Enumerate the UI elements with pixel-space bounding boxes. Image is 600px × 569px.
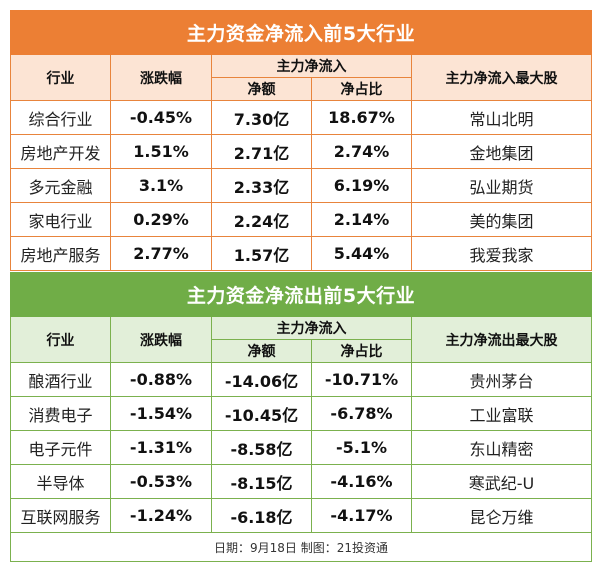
net-amount-cell: 2.33亿: [211, 168, 312, 203]
change-cell: -1.54%: [110, 396, 212, 431]
top-stock-cell: 金地集团: [410, 134, 593, 169]
table-row: 互联网服务 -1.24% -6.18亿 -4.17% 昆仑万维: [10, 498, 593, 533]
table-row: 多元金融 3.1% 2.33亿 6.19% 弘业期货: [10, 168, 593, 203]
table-row: 电子元件 -1.31% -8.58亿 -5.1% 东山精密: [10, 430, 593, 465]
header-net-ratio: 净占比: [311, 77, 412, 101]
top-stock-cell: 美的集团: [410, 202, 593, 237]
industry-cell: 综合行业: [10, 100, 111, 135]
change-cell: -0.45%: [110, 100, 212, 135]
top-stock-cell: 我爱我家: [410, 236, 593, 271]
net-amount-cell: 2.71亿: [211, 134, 312, 169]
header-net-amount: 净额: [211, 339, 312, 363]
net-amount-cell: 1.57亿: [211, 236, 312, 271]
top-stock-cell: 工业富联: [410, 396, 593, 431]
inflow-table: 主力资金净流入前5大行业 行业 涨跌幅 主力净流入 主力净流入最大股 净额 净占…: [9, 10, 593, 271]
header-change: 涨跌幅: [110, 316, 212, 363]
outflow-title: 主力资金净流出前5大行业: [9, 272, 593, 317]
industry-cell: 酿酒行业: [10, 362, 111, 397]
industry-cell: 半导体: [10, 464, 111, 499]
change-cell: -1.24%: [110, 498, 212, 533]
table-row: 消费电子 -1.54% -10.45亿 -6.78% 工业富联: [10, 396, 593, 431]
net-ratio-cell: 6.19%: [311, 168, 412, 203]
change-cell: 1.51%: [110, 134, 212, 169]
table-row: 半导体 -0.53% -8.15亿 -4.16% 寒武纪-U: [10, 464, 593, 499]
change-cell: 3.1%: [110, 168, 212, 203]
change-cell: 2.77%: [110, 236, 212, 271]
header-industry: 行业: [10, 54, 111, 101]
header-industry: 行业: [10, 316, 111, 363]
header-top-stock: 主力净流入最大股: [410, 54, 593, 101]
table-row: 房地产服务 2.77% 1.57亿 5.44% 我爱我家: [10, 236, 593, 271]
change-cell: -0.53%: [110, 464, 212, 499]
top-stock-cell: 贵州茅台: [410, 362, 593, 397]
net-amount-cell: -8.15亿: [211, 464, 312, 499]
net-ratio-cell: 2.74%: [311, 134, 412, 169]
net-amount-cell: -6.18亿: [211, 498, 312, 533]
net-amount-cell: 2.24亿: [211, 202, 312, 237]
header-net-amount: 净额: [211, 77, 312, 101]
table-row: 综合行业 -0.45% 7.30亿 18.67% 常山北明: [10, 100, 593, 135]
net-amount-cell: -14.06亿: [211, 362, 312, 397]
header-net-group: 主力净流入: [211, 54, 412, 78]
header-change: 涨跌幅: [110, 54, 212, 101]
net-ratio-cell: 2.14%: [311, 202, 412, 237]
change-cell: 0.29%: [110, 202, 212, 237]
header-net-ratio: 净占比: [311, 339, 412, 363]
industry-cell: 互联网服务: [10, 498, 111, 533]
header-top-stock: 主力净流出最大股: [410, 316, 593, 363]
outflow-table: 主力资金净流出前5大行业 行业 涨跌幅 主力净流入 主力净流出最大股 净额 净占…: [9, 272, 593, 562]
net-ratio-cell: -4.17%: [311, 498, 412, 533]
top-stock-cell: 常山北明: [410, 100, 593, 135]
top-stock-cell: 弘业期货: [410, 168, 593, 203]
net-ratio-cell: -5.1%: [311, 430, 412, 465]
footer-caption: 日期：9月18日 制图：21投资通: [9, 532, 593, 562]
header-net-group: 主力净流入: [211, 316, 412, 340]
net-amount-cell: -10.45亿: [211, 396, 312, 431]
industry-cell: 消费电子: [10, 396, 111, 431]
net-ratio-cell: -10.71%: [311, 362, 412, 397]
top-stock-cell: 东山精密: [410, 430, 593, 465]
net-amount-cell: -8.58亿: [211, 430, 312, 465]
net-ratio-cell: -4.16%: [311, 464, 412, 499]
table-row: 酿酒行业 -0.88% -14.06亿 -10.71% 贵州茅台: [10, 362, 593, 397]
net-ratio-cell: 18.67%: [311, 100, 412, 135]
top-stock-cell: 昆仑万维: [410, 498, 593, 533]
table-row: 家电行业 0.29% 2.24亿 2.14% 美的集团: [10, 202, 593, 237]
fund-flow-tables: 主力资金净流入前5大行业 行业 涨跌幅 主力净流入 主力净流入最大股 净额 净占…: [9, 10, 593, 562]
top-stock-cell: 寒武纪-U: [410, 464, 593, 499]
change-cell: -1.31%: [110, 430, 212, 465]
net-ratio-cell: 5.44%: [311, 236, 412, 271]
net-amount-cell: 7.30亿: [211, 100, 312, 135]
industry-cell: 电子元件: [10, 430, 111, 465]
industry-cell: 房地产服务: [10, 236, 111, 271]
change-cell: -0.88%: [110, 362, 212, 397]
net-ratio-cell: -6.78%: [311, 396, 412, 431]
industry-cell: 家电行业: [10, 202, 111, 237]
inflow-title: 主力资金净流入前5大行业: [9, 10, 593, 55]
industry-cell: 多元金融: [10, 168, 111, 203]
industry-cell: 房地产开发: [10, 134, 111, 169]
table-row: 房地产开发 1.51% 2.71亿 2.74% 金地集团: [10, 134, 593, 169]
